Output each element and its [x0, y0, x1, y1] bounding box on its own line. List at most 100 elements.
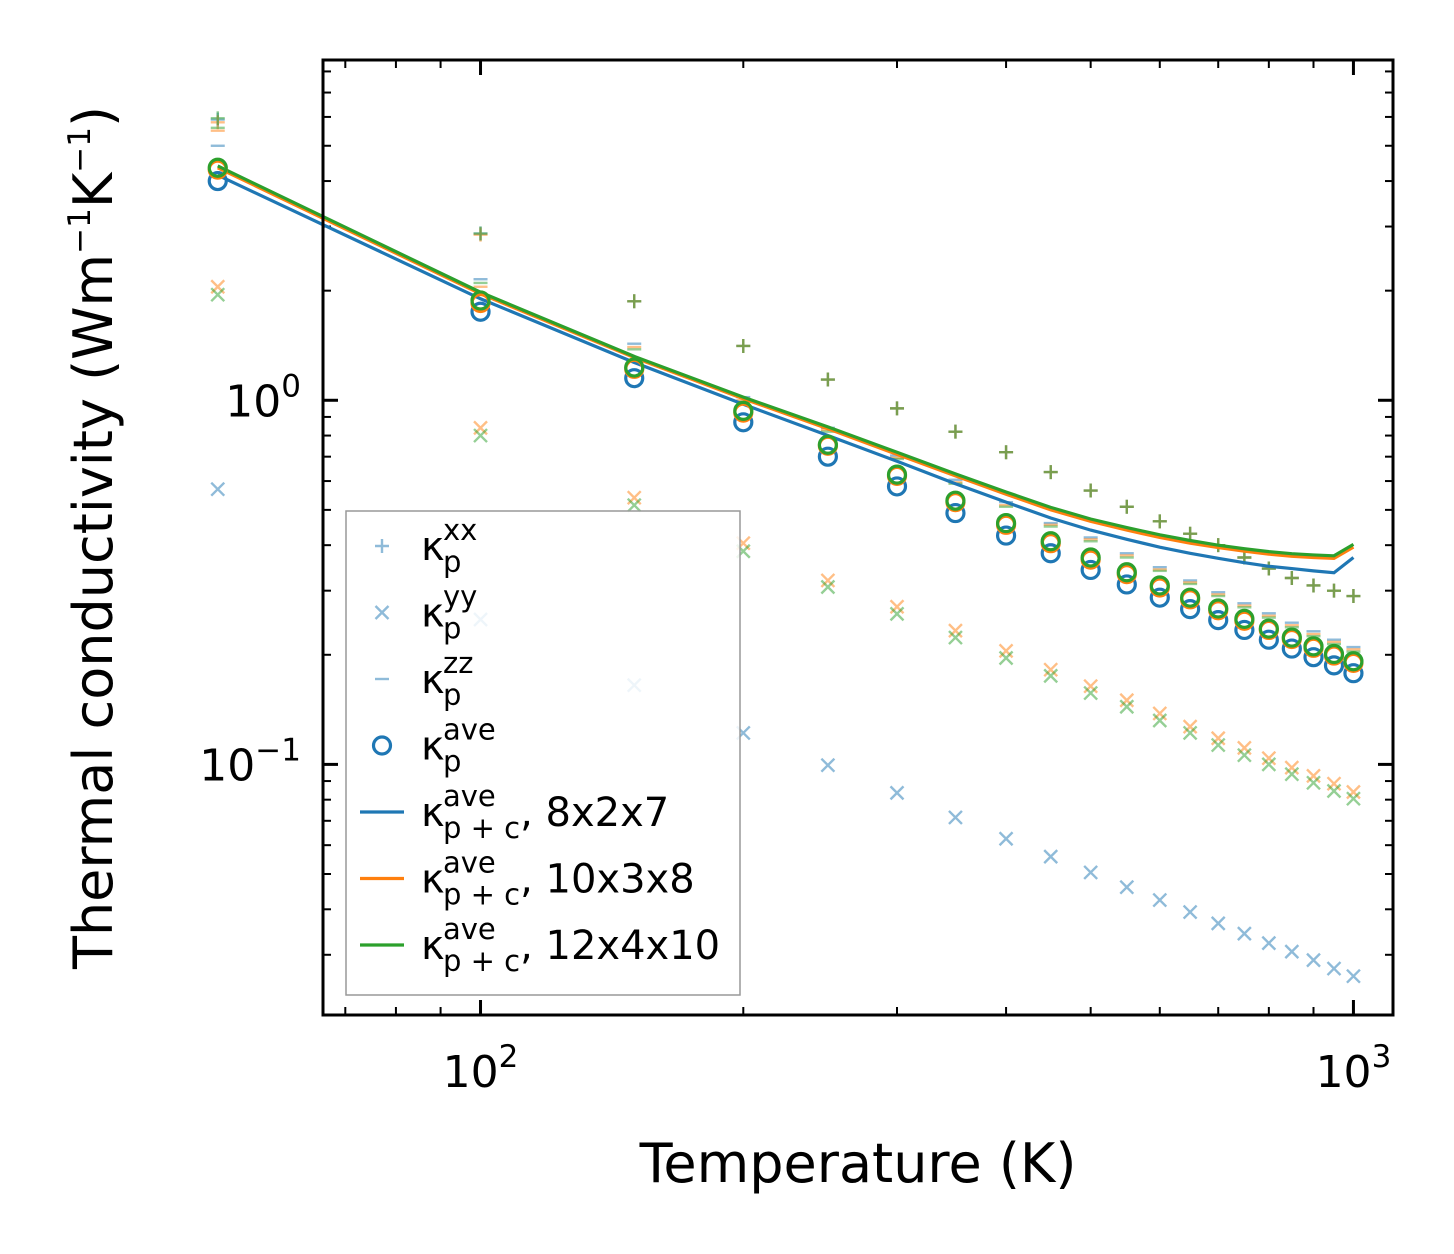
point-kyy_10x3x8 [1346, 784, 1361, 800]
point-kyy_8x2x7 [820, 757, 836, 773]
data-marks [207, 111, 1364, 984]
point-kave_8x2x7 [1303, 647, 1324, 668]
point-kave_12x4x10 [817, 434, 838, 455]
point-kave_12x4x10 [1343, 651, 1364, 672]
point-kxx_12x4x10 [210, 111, 225, 126]
point-kyy_10x3x8 [948, 623, 963, 638]
point-kyy_12x4x10 [948, 630, 963, 645]
point-kave_8x2x7 [995, 525, 1017, 546]
point-kave_8x2x7 [1080, 559, 1101, 581]
point-kyy_8x2x7 [998, 831, 1014, 847]
tick-labels: 102 103 10−1 100 [199, 368, 1391, 1098]
legend-label: κyy p [421, 580, 477, 646]
point-kave_12x4x10 [1180, 587, 1201, 608]
legend-box [345, 510, 741, 996]
point-kyy_8x2x7 [1284, 944, 1300, 960]
point-kyy_12x4x10 [1152, 713, 1168, 728]
point-kave_12x4x10 [1116, 562, 1137, 583]
point-kyy_8x2x7 [210, 481, 226, 497]
point-kyy_8x2x7 [1152, 892, 1168, 908]
point-kave_8x2x7 [1116, 574, 1137, 595]
point-kyy_12x4x10 [1261, 757, 1277, 772]
point-kxx_12x4x10 [1326, 583, 1341, 598]
point-kave_12x4x10 [995, 512, 1017, 534]
plot-frame [321, 58, 1395, 1017]
point-kave_8x2x7 [1208, 610, 1229, 631]
point-kyy_12x4x10 [1346, 791, 1361, 807]
point-kave_12x4x10 [1080, 547, 1101, 568]
point-kyy_12x4x10 [1306, 775, 1321, 791]
point-kyy_12x4x10 [1284, 766, 1300, 782]
y-tick-label: 10−1 [199, 732, 301, 791]
point-kxx_12x4x10 [627, 294, 642, 309]
point-kave_8x2x7 [1343, 663, 1364, 684]
point-kyy_8x2x7 [1119, 879, 1135, 895]
point-kave_8x2x7 [886, 476, 908, 497]
point-kxx_12x4x10 [820, 372, 835, 387]
y-axis-title: Thermal conductivity (Wm−1K−1) [62, 106, 125, 970]
point-kyy_12x4x10 [1210, 737, 1226, 753]
point-kyy_10x3x8 [1261, 750, 1277, 766]
series-line-kpc_8x2x7 [217, 173, 1355, 575]
point-kave_8x2x7 [1234, 619, 1255, 641]
point-kave_12x4x10 [733, 400, 754, 421]
point-kyy_8x2x7 [1043, 849, 1059, 864]
x-axis-title: Temperature (K) [639, 1132, 1077, 1195]
point-kave_8x2x7 [1149, 587, 1170, 608]
legend-label: κave p + c, 8x2x7 [421, 779, 669, 845]
series-line-kpc_12x4x10 [217, 164, 1355, 558]
point-kyy_12x4x10 [210, 287, 226, 303]
point-kyy_12x4x10 [473, 428, 488, 443]
point-kave_12x4x10 [886, 464, 908, 485]
point-kave_8x2x7 [207, 170, 228, 192]
point-kave_12x4x10 [1234, 608, 1255, 629]
legend-marker [375, 539, 389, 553]
point-kave_8x2x7 [1040, 543, 1061, 564]
point-kyy_12x4x10 [1083, 685, 1099, 701]
point-kyy_10x3x8 [1043, 662, 1059, 678]
point-kyy_10x3x8 [1083, 678, 1099, 694]
point-kave_8x2x7 [1281, 638, 1302, 659]
legend-marker [374, 605, 390, 620]
legend-label: κave p + c, 12x4x10 [421, 912, 720, 978]
point-kave_12x4x10 [207, 157, 228, 178]
point-kave_8x2x7 [945, 502, 966, 524]
point-kyy_10x3x8 [1237, 740, 1252, 756]
point-kyy_8x2x7 [889, 785, 905, 801]
point-kyy_8x2x7 [1210, 915, 1226, 931]
point-kave_8x2x7 [1323, 655, 1345, 676]
point-kxx_12x4x10 [948, 424, 963, 439]
point-kave_8x2x7 [470, 301, 491, 322]
point-kyy_8x2x7 [1346, 968, 1361, 984]
point-kyy_12x4x10 [1119, 699, 1135, 715]
point-kave_12x4x10 [1149, 575, 1170, 596]
point-kyy_8x2x7 [1237, 926, 1252, 941]
point-kyy_8x2x7 [948, 810, 963, 825]
point-kxx_12x4x10 [1152, 514, 1167, 529]
point-kave_12x4x10 [1303, 636, 1324, 657]
point-kxx_12x4x10 [1284, 571, 1299, 586]
x-tick-label: 102 [443, 1039, 519, 1098]
legend-label: κave p + c, 10x3x8 [421, 846, 695, 912]
point-kave_12x4x10 [945, 490, 966, 511]
point-kyy_8x2x7 [1083, 865, 1099, 880]
point-kyy_10x3x8 [998, 643, 1014, 659]
point-kyy_10x3x8 [889, 599, 905, 615]
point-kave_12x4x10 [624, 357, 645, 378]
point-kave_8x2x7 [1180, 598, 1201, 620]
legend-label: κzz p [421, 646, 473, 712]
point-kave_8x2x7 [817, 446, 838, 467]
point-kxx_12x4x10 [736, 338, 751, 353]
legend-marker [371, 735, 393, 756]
point-kave_8x2x7 [624, 368, 645, 389]
point-kxx_12x4x10 [1083, 483, 1098, 498]
point-kyy_10x3x8 [1152, 706, 1168, 721]
point-kave_12x4x10 [1281, 627, 1302, 648]
point-kxx_12x4x10 [999, 445, 1014, 460]
point-kyy_8x2x7 [1182, 904, 1198, 920]
point-kxx_12x4x10 [1043, 465, 1058, 480]
point-kyy_10x3x8 [1119, 692, 1135, 708]
point-kyy_10x3x8 [1326, 776, 1342, 792]
